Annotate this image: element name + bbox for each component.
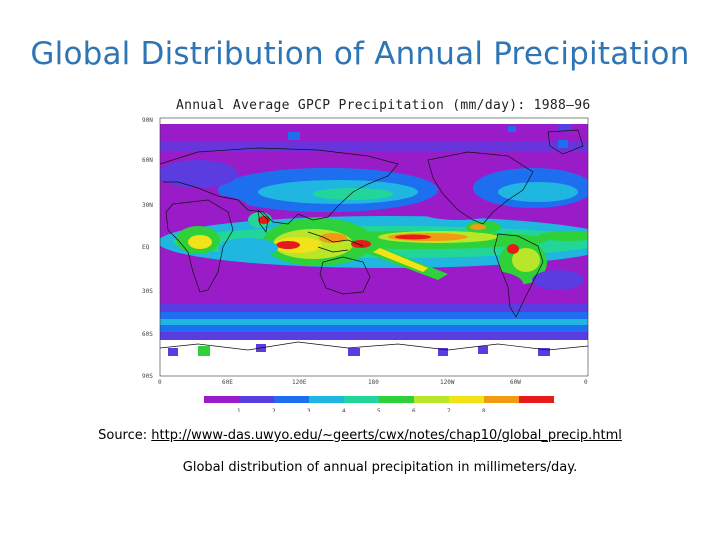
figure-caption: Global distribution of annual precipitat… <box>182 460 578 475</box>
source-link[interactable]: http://www-das.uwyo.edu/~geerts/cwx/note… <box>151 428 622 443</box>
lat-label: EQ <box>142 244 150 251</box>
map-title: Annual Average GPCP Precipitation (mm/da… <box>176 98 591 113</box>
precipitation-map: 90N 60N 30N EQ 30S 60S 90S 0 60E 120E 18… <box>142 117 589 412</box>
colorbar-swatch <box>449 396 484 403</box>
lat-label: 90N <box>142 117 153 124</box>
source-prefix: Source: <box>98 428 152 443</box>
colorbar-swatch <box>519 396 554 403</box>
colorbar-swatch <box>484 396 519 403</box>
lon-label: 0 <box>584 379 588 386</box>
colorbar-tick: 5 <box>377 408 381 412</box>
colorbar-swatch <box>204 396 239 403</box>
lat-label: 90S <box>142 373 153 380</box>
source-line: Source: http://www-das.uwyo.edu/~geerts/… <box>0 428 720 443</box>
colorbar-tick: 3 <box>307 408 311 412</box>
colorbar-tick: 8 <box>482 408 486 412</box>
coastlines <box>160 129 588 351</box>
colorbar-swatch <box>414 396 449 403</box>
colorbar-tick: 6 <box>412 408 416 412</box>
lon-label: 60E <box>222 379 233 386</box>
lat-label: 60N <box>142 157 153 164</box>
colorbar-swatch <box>379 396 414 403</box>
colorbar-tick: 7 <box>447 408 451 412</box>
colorbar-tick: 2 <box>272 408 276 412</box>
lon-label: 120W <box>440 379 455 386</box>
colorbar-tick: 4 <box>342 408 346 412</box>
slide-title: Global Distribution of Annual Precipitat… <box>30 36 690 72</box>
antarctic-no-data <box>160 340 588 376</box>
colorbar-tick: 1 <box>237 408 241 412</box>
lat-label: 30N <box>142 202 153 209</box>
colorbar-swatch <box>239 396 274 403</box>
colorbar-swatch <box>344 396 379 403</box>
lat-label: 30S <box>142 288 153 295</box>
colorbar: 1 2 3 4 5 6 7 8 <box>204 396 554 412</box>
colorbar-swatch <box>309 396 344 403</box>
colorbar-swatch <box>274 396 309 403</box>
lat-label: 60S <box>142 331 153 338</box>
lon-label: 120E <box>292 379 307 386</box>
lon-label: 60W <box>510 379 521 386</box>
lon-label: 180 <box>368 379 379 386</box>
lon-label: 0 <box>158 379 162 386</box>
